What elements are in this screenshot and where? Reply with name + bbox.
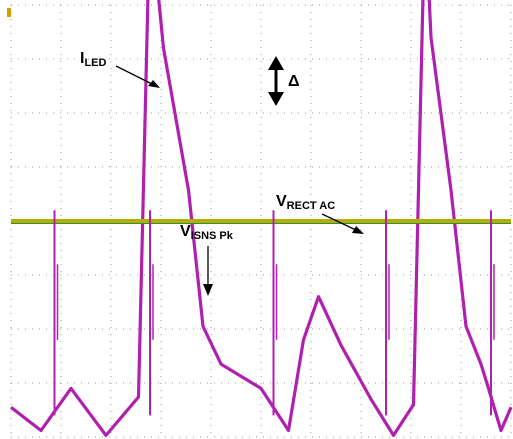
label-visns: VISNS Pk	[180, 223, 234, 242]
annotations: ILED Δ VISNS Pk VRECT AC	[80, 50, 364, 296]
delta-arrowhead-down	[268, 92, 284, 106]
label-delta: Δ	[288, 73, 300, 90]
label-iled: ILED	[80, 50, 107, 69]
label-vrect: VRECT AC	[276, 193, 335, 212]
trigger-marker-bar	[7, 8, 11, 17]
label-vrect-arrow	[321, 213, 357, 231]
traces	[10, 0, 513, 437]
label-vrect-arrowhead	[352, 226, 364, 234]
label-iled-arrowhead	[148, 80, 160, 88]
trigger-marker	[7, 8, 11, 17]
delta-arrowhead-up	[268, 56, 284, 70]
label-iled-arrow	[115, 65, 153, 85]
label-visns-arrowhead	[203, 284, 213, 296]
series-vrect	[10, 0, 513, 437]
